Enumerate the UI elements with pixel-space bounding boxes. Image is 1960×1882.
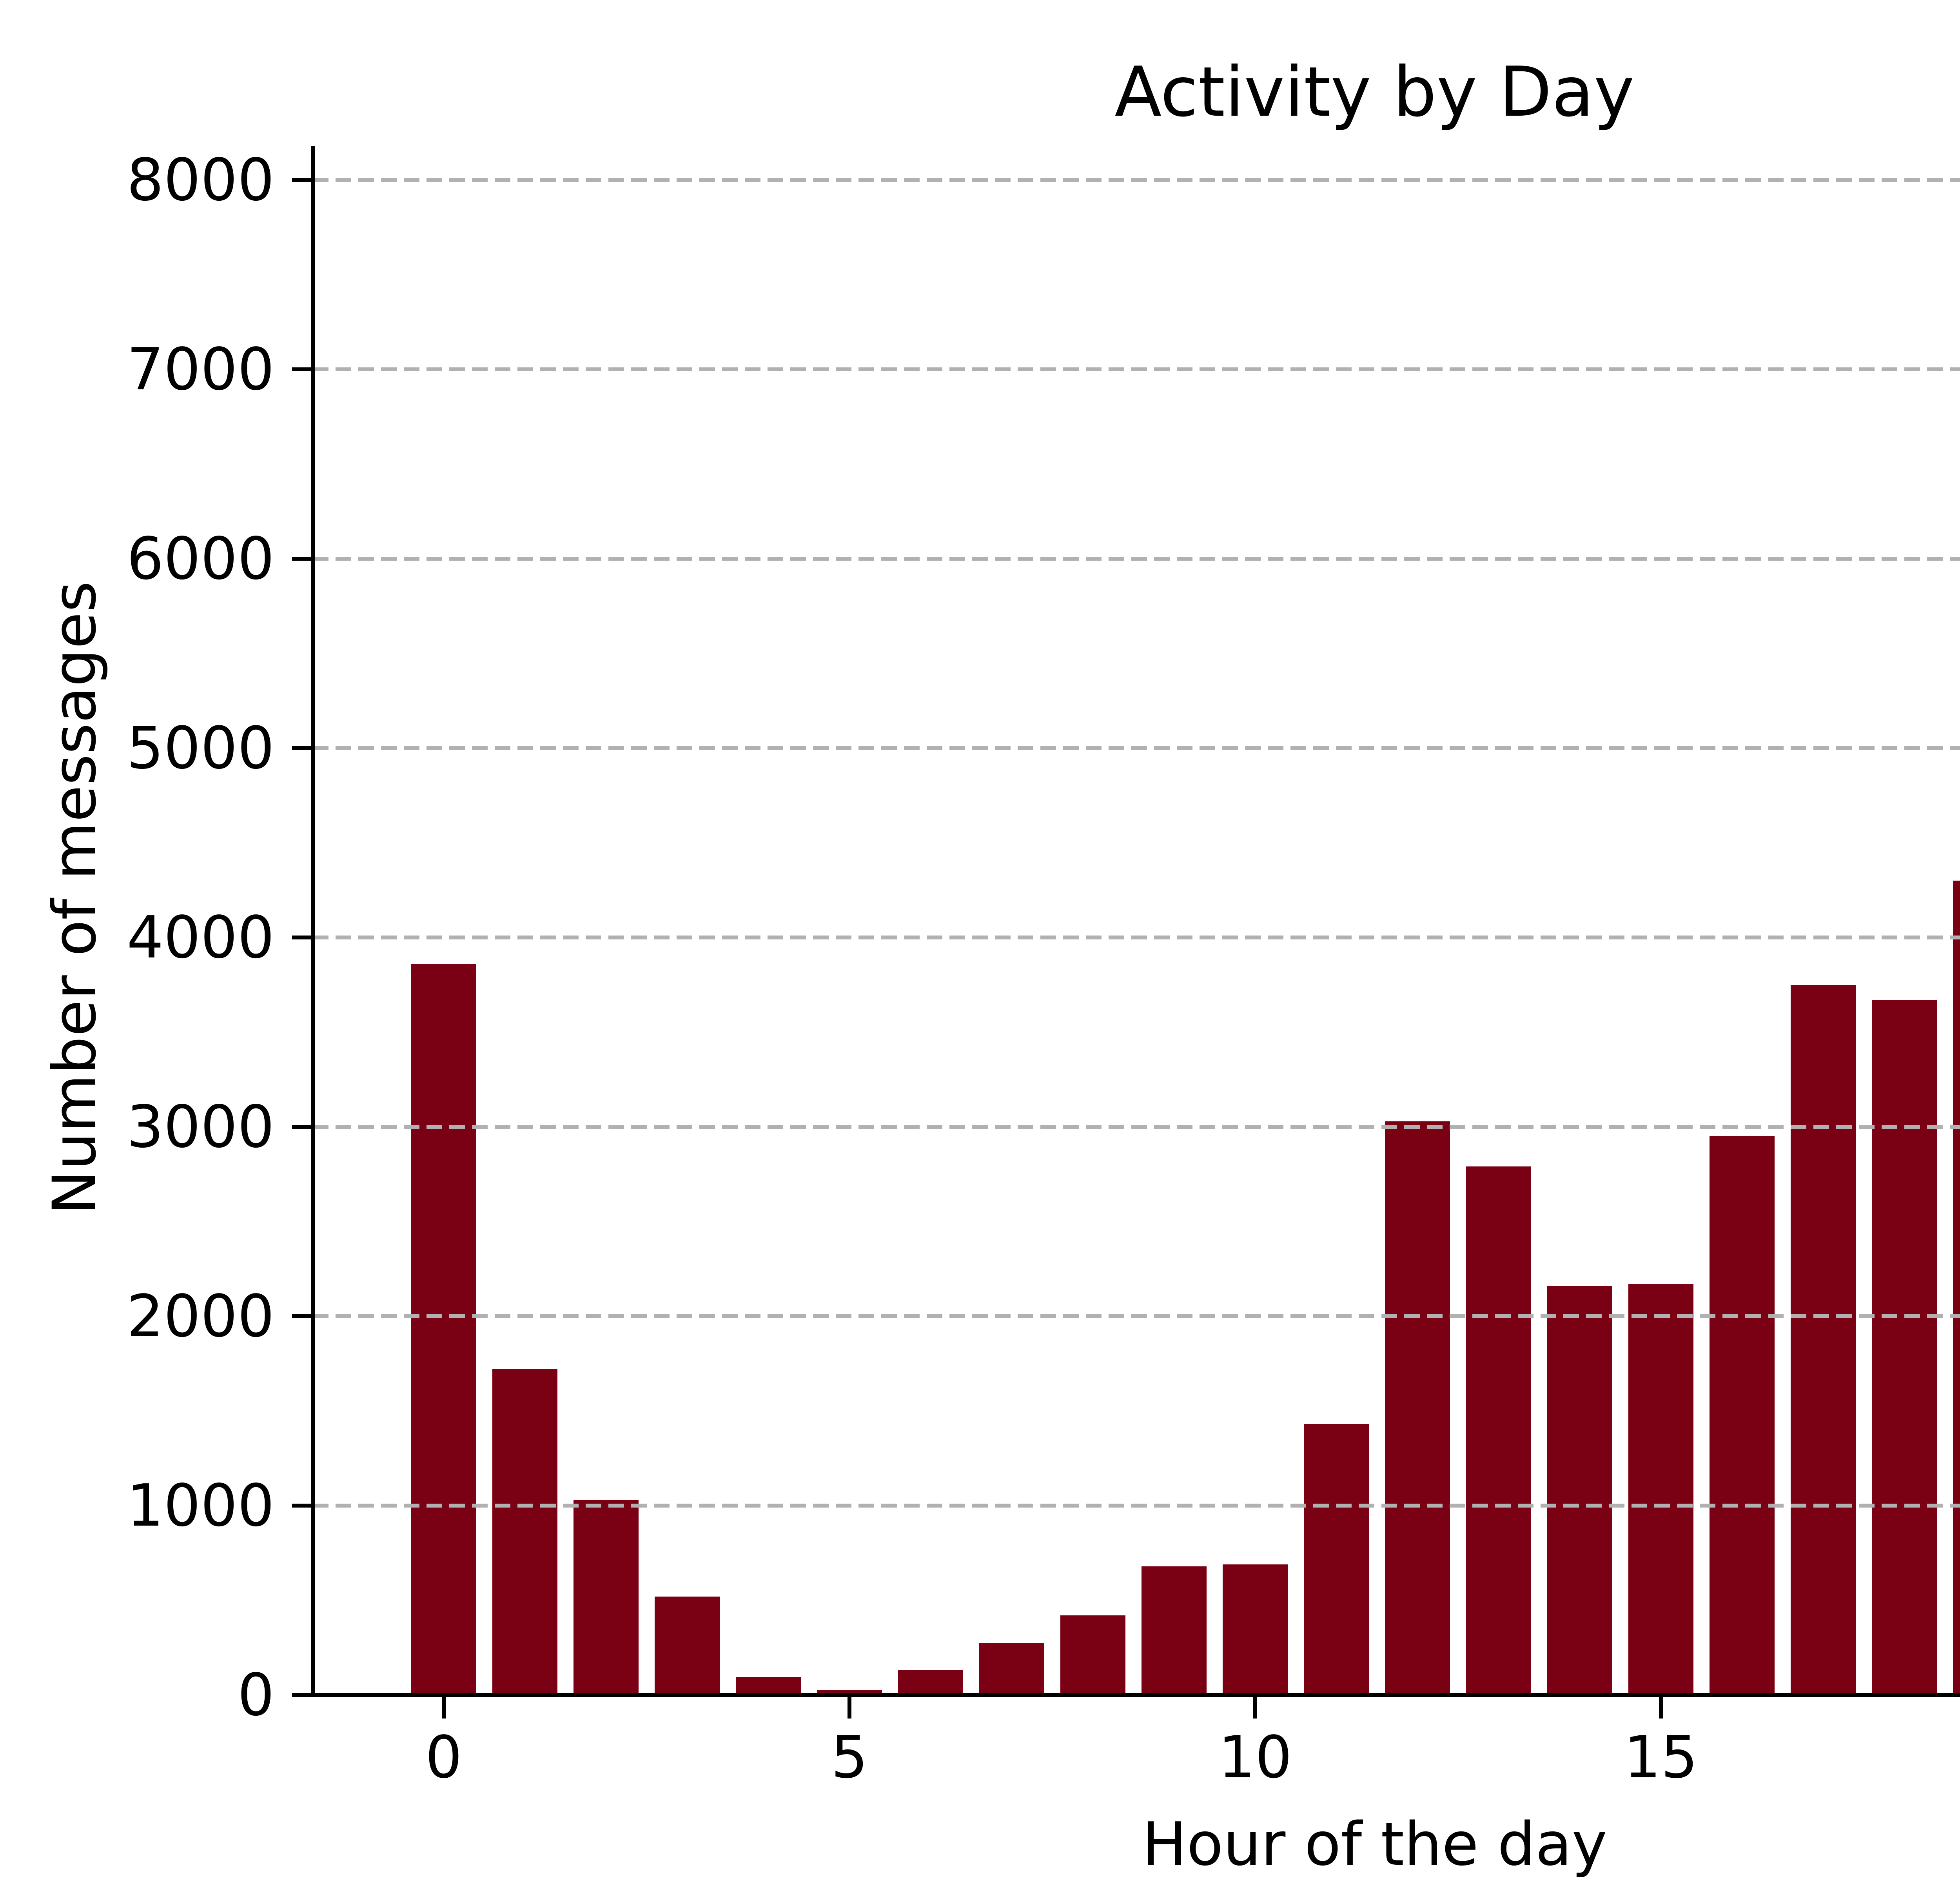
y-tick-label-3000: 3000 [127,1093,274,1161]
y-tick-mark-0 [292,1693,311,1697]
bar-hour-18 [1872,1000,1937,1695]
y-tick-mark-6000 [292,556,311,561]
y-tick-label-5000: 5000 [127,714,274,782]
y-tick-mark-5000 [292,746,311,750]
plot-area [313,146,1960,1695]
y-tick-label-6000: 6000 [127,525,274,592]
bar-hour-2 [573,1500,639,1695]
y-tick-mark-2000 [292,1314,311,1318]
x-axis-line [311,1693,1960,1697]
y-tick-mark-7000 [292,367,311,371]
bar-hour-13 [1466,1166,1531,1695]
y-axis-line [311,146,315,1697]
bar-hour-1 [492,1369,557,1695]
bar-hour-8 [1060,1615,1125,1695]
x-tick-label-15: 15 [1624,1724,1698,1791]
bar-hour-0 [411,964,476,1695]
gridline-2000 [313,1314,1960,1318]
bar-hour-10 [1223,1564,1288,1695]
y-tick-label-1000: 1000 [127,1471,274,1539]
y-tick-mark-1000 [292,1503,311,1508]
bar-hour-7 [979,1643,1044,1695]
x-tick-label-0: 0 [425,1724,463,1791]
y-tick-label-4000: 4000 [127,903,274,971]
gridline-6000 [313,556,1960,561]
gridline-7000 [313,367,1960,371]
bar-hour-19 [1953,881,1960,1695]
y-tick-mark-8000 [292,178,311,182]
x-tick-mark-10 [1253,1697,1257,1719]
bar-hour-16 [1710,1136,1775,1695]
x-tick-mark-0 [442,1697,446,1719]
y-tick-mark-3000 [292,1124,311,1129]
gridline-8000 [313,178,1960,182]
bar-hour-11 [1304,1424,1369,1695]
x-tick-label-10: 10 [1218,1724,1292,1791]
gridline-1000 [313,1503,1960,1508]
y-tick-label-0: 0 [237,1661,274,1729]
y-tick-label-2000: 2000 [127,1282,274,1350]
y-tick-label-8000: 8000 [127,146,274,214]
gridline-3000 [313,1124,1960,1129]
x-tick-mark-5 [848,1697,851,1719]
x-tick-mark-15 [1659,1697,1663,1719]
x-axis-label: Hour of the day [1142,1809,1607,1879]
bar-hour-15 [1628,1284,1693,1695]
bar-hour-12 [1385,1121,1450,1695]
bar-hour-14 [1547,1286,1612,1695]
bar-hour-4 [736,1677,801,1695]
y-tick-mark-4000 [292,935,311,939]
bar-hour-9 [1142,1566,1207,1695]
y-tick-label-7000: 7000 [127,335,274,403]
bar-hour-17 [1791,985,1856,1695]
gridline-4000 [313,935,1960,939]
bar-hour-3 [655,1597,720,1695]
gridline-5000 [313,746,1960,750]
chart-title: Activity by Day [1114,53,1635,132]
bar-hour-6 [898,1670,963,1695]
x-tick-label-5: 5 [831,1724,868,1791]
